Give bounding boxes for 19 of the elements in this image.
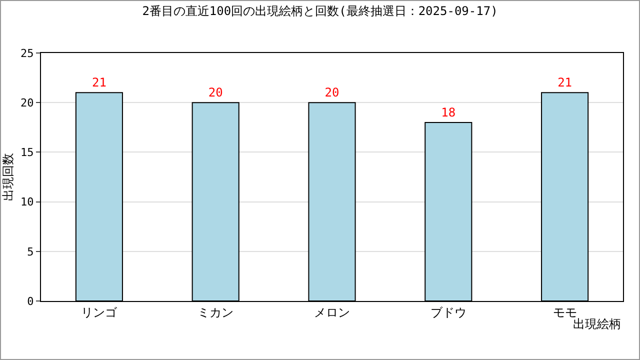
x-axis-title: 出現絵柄: [573, 317, 621, 331]
y-axis-title: 出現回数: [1, 153, 15, 201]
data-label: 20: [324, 86, 340, 100]
y-tick-label: 20: [20, 96, 34, 110]
x-tick-label: メロン: [314, 305, 350, 320]
data-label: 18: [441, 105, 456, 120]
x-tick-label: ブドウ: [430, 305, 466, 320]
y-tick-label: 0: [27, 294, 34, 308]
y-tick-label: 15: [20, 146, 34, 160]
y-tick-label: 5: [27, 245, 34, 258]
data-label: 21: [92, 76, 106, 90]
data-label: 20: [208, 86, 223, 100]
y-tick-label: 10: [20, 196, 34, 209]
x-tick-label: ミカン: [198, 305, 234, 320]
x-tick-label: モモ: [552, 305, 577, 320]
data-label: 21: [558, 76, 572, 90]
y-tick-label: 25: [20, 46, 34, 60]
x-tick-label: リンゴ: [81, 305, 118, 320]
chart-title: 2番目の直近100回の出現絵柄と回数(最終抽選日：2025-09-17): [142, 4, 498, 18]
